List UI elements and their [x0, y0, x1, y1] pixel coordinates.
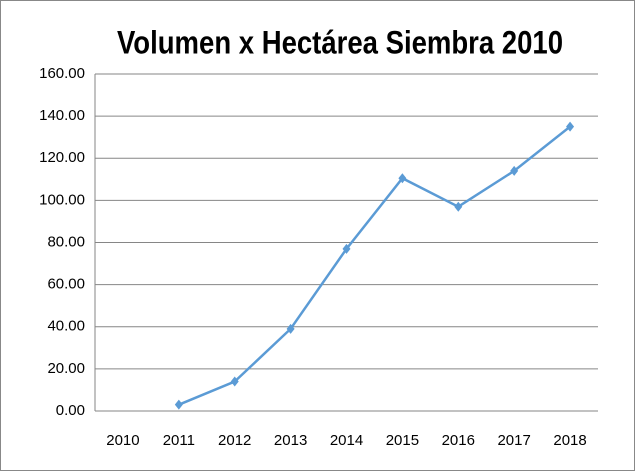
x-tick-label: 2010 — [106, 432, 139, 449]
y-tick-label: 60.00 — [47, 276, 85, 293]
x-tick-label: 2012 — [218, 432, 251, 449]
marker — [286, 323, 295, 334]
y-tick-label: 120.00 — [39, 149, 85, 166]
x-tick-label: 2014 — [330, 432, 363, 449]
x-tick-label: 2018 — [553, 432, 586, 449]
y-tick-label: 20.00 — [47, 360, 85, 377]
y-tick-label: 40.00 — [47, 318, 85, 335]
x-tick-label: 2013 — [274, 432, 307, 449]
marker — [174, 399, 183, 410]
chart-title: Volumen x Hectárea Siembra 2010 — [117, 24, 563, 60]
x-tick-label: 2016 — [442, 432, 475, 449]
x-tick-label: 2017 — [497, 432, 530, 449]
y-tick-label: 100.00 — [39, 191, 85, 208]
marker — [566, 121, 575, 132]
y-tick-label: 160.00 — [39, 65, 85, 82]
marker — [510, 165, 519, 176]
marker — [454, 201, 463, 212]
y-tick-label: 140.00 — [39, 107, 85, 124]
y-tick-label: 80.00 — [47, 233, 85, 250]
x-tick-label: 2011 — [163, 432, 195, 449]
y-tick-label: 0.00 — [56, 402, 85, 419]
marker — [398, 173, 407, 184]
marker — [342, 243, 351, 254]
x-tick-label: 2015 — [386, 432, 419, 449]
line — [178, 125, 571, 406]
marker — [230, 376, 239, 387]
